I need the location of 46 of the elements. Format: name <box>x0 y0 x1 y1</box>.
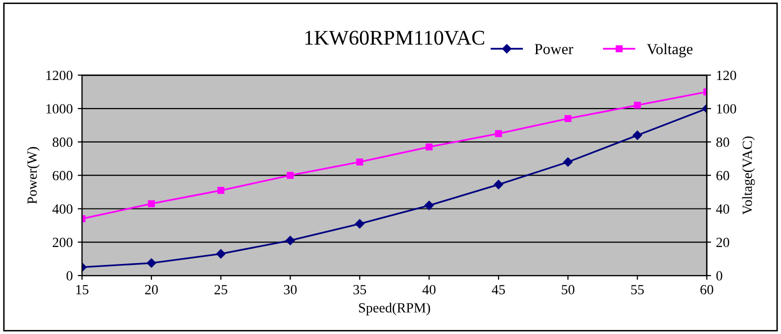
point <box>286 236 295 246</box>
y2-tick-label: 0 <box>716 271 722 281</box>
y2-tick-label: 20 <box>716 238 730 248</box>
chart-title: 1KW60RPM110VAC <box>305 30 484 45</box>
y-tick-label: 1200 <box>46 70 72 80</box>
x-tick-label: 35 <box>353 285 366 294</box>
point <box>632 130 642 140</box>
y-tick-label: 200 <box>52 238 72 248</box>
point <box>426 143 433 150</box>
y2-tick-label: 60 <box>716 170 730 180</box>
x-tick-label: 40 <box>422 284 436 294</box>
y2-tick-label: 40 <box>716 204 730 214</box>
y-tick-label: 800 <box>52 138 72 147</box>
x-tick-label: 60 <box>700 284 714 294</box>
x-tick-label: 20 <box>145 284 158 294</box>
y-tick-label: 600 <box>52 170 72 180</box>
point <box>148 200 155 208</box>
point <box>356 158 364 166</box>
y-axis-title: Power(W) <box>27 147 40 204</box>
point <box>424 200 434 210</box>
x-tick-label: 45 <box>492 285 505 294</box>
point <box>217 186 224 194</box>
point <box>495 130 502 138</box>
x-tick-label: 15 <box>76 285 88 294</box>
x-tick-label: 50 <box>562 284 574 294</box>
y2-tick-label: 80 <box>716 138 730 147</box>
y-tick-label: 1000 <box>46 104 72 114</box>
point <box>355 219 364 228</box>
point <box>146 258 156 268</box>
point <box>494 180 504 190</box>
x-tick-label: 55 <box>631 285 644 294</box>
x-tick-label: 30 <box>284 284 297 294</box>
point <box>563 157 573 167</box>
point <box>216 249 226 258</box>
y-tick-label: 400 <box>52 204 72 214</box>
y2-tick-label: 120 <box>717 70 736 80</box>
x-axis-title: Speed(RPM) <box>359 302 430 316</box>
y-tick-label: 0 <box>66 271 72 281</box>
point <box>564 115 572 122</box>
legend-label: Power <box>534 44 574 54</box>
y2-tick-label: 100 <box>717 104 736 114</box>
point <box>286 172 294 179</box>
y2-axis-title: Voltage(VAC) <box>742 136 755 215</box>
x-tick-label: 25 <box>214 285 228 294</box>
point <box>634 102 641 109</box>
legend-label: Voltage <box>646 43 693 58</box>
